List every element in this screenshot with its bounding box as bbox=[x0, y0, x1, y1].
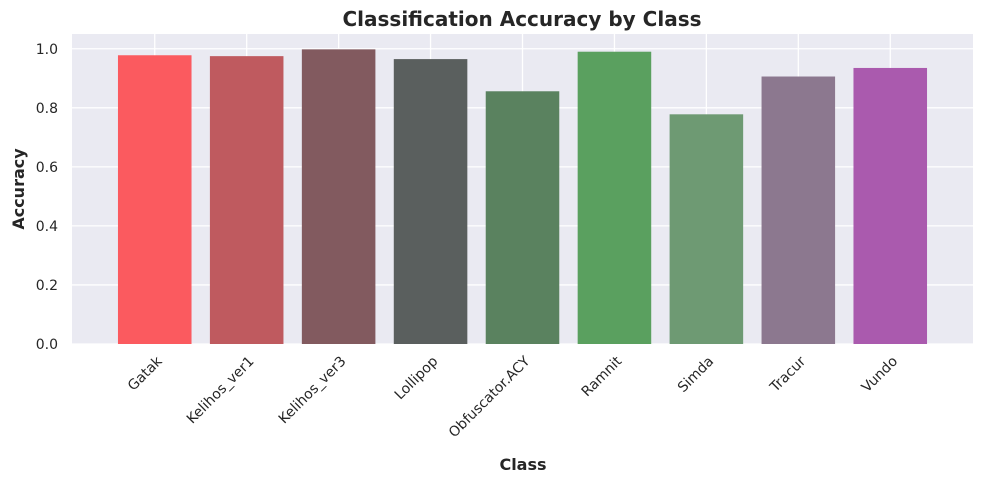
y-tick-label: 1.0 bbox=[36, 42, 58, 58]
x-tick-label: Kelihos_ver3 bbox=[276, 354, 350, 428]
bar-kelihos-ver1 bbox=[209, 56, 284, 345]
bar-gatak bbox=[117, 55, 192, 344]
y-axis-label: Accuracy bbox=[9, 148, 28, 230]
y-tick-label: 0.6 bbox=[36, 160, 58, 176]
bar-tracur bbox=[761, 76, 836, 344]
bar-simda bbox=[669, 114, 744, 344]
bar-vundo bbox=[853, 67, 928, 344]
bar-ramnit bbox=[577, 51, 652, 344]
bars-group bbox=[117, 49, 928, 345]
x-tick-label: Lollipop bbox=[392, 353, 442, 403]
x-tick-labels: Gatak Kelihos_ver1 Kelihos_ver3 Lollipop Obf… bbox=[125, 353, 901, 441]
x-tick-label: Ramnit bbox=[579, 353, 626, 400]
x-tick-label: Tracur bbox=[767, 353, 810, 396]
x-tick-label: Gatak bbox=[125, 353, 166, 394]
y-tick-labels: 0.0 0.2 0.4 0.6 0.8 1.0 bbox=[36, 42, 58, 353]
x-tick-label: Obfuscator.ACY bbox=[446, 353, 534, 441]
y-tick-label: 0.4 bbox=[36, 219, 58, 235]
bar-kelihos-ver3 bbox=[301, 49, 376, 344]
y-tick-label: 0.2 bbox=[36, 278, 58, 294]
x-tick-label: Simda bbox=[675, 354, 717, 396]
y-tick-label: 0.0 bbox=[36, 337, 58, 353]
chart-title: Classification Accuracy by Class bbox=[342, 7, 701, 31]
bar-obfuscator-acy bbox=[485, 91, 560, 345]
y-tick-label: 0.8 bbox=[36, 101, 58, 117]
x-tick-label: Vundo bbox=[859, 354, 901, 396]
x-axis-label: Class bbox=[499, 455, 546, 474]
bar-lollipop bbox=[393, 59, 468, 344]
x-tick-label: Kelihos_ver1 bbox=[184, 354, 258, 428]
